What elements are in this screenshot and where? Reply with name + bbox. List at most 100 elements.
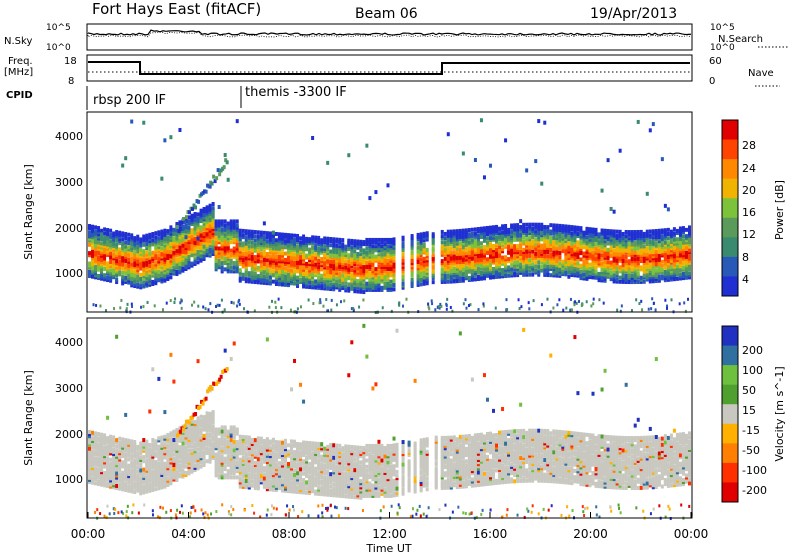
heatmap-cell (277, 278, 281, 283)
heatmap-cell (389, 252, 393, 257)
heatmap-cell (479, 255, 483, 260)
heatmap-cell (335, 281, 339, 286)
heatmap-cell (461, 249, 465, 254)
heatmap-cell (525, 262, 529, 267)
heatmap-cell (624, 277, 628, 282)
heatmap-cell (187, 265, 191, 270)
heatmap-cell (419, 265, 423, 270)
heatmap-cell (256, 230, 260, 235)
heatmap-cell (410, 236, 414, 241)
heatmap-cell (344, 273, 348, 278)
heatmap-cell (103, 231, 107, 236)
heatmap-cell (467, 259, 471, 264)
heatmap-cell (422, 265, 426, 270)
heatmap-cell (684, 254, 688, 259)
heatmap-cell (672, 239, 676, 244)
heatmap-cell (467, 236, 471, 241)
heatmap-cell (392, 262, 396, 267)
heatmap-cell (290, 275, 294, 280)
heatmap-cell (591, 242, 595, 247)
heatmap-cell (452, 279, 456, 284)
heatmap-cell (290, 270, 294, 275)
heatmap-cell (166, 458, 170, 462)
heatmap-cell (603, 241, 607, 246)
heatmap-cell (286, 251, 290, 256)
heatmap-cell (220, 246, 224, 251)
heatmap-cell (320, 250, 324, 255)
heatmap-cell (190, 247, 194, 251)
heatmap-cell (296, 277, 300, 282)
heatmap-cell (419, 271, 423, 276)
heatmap-cell (549, 246, 553, 251)
heatmap-cell (642, 269, 646, 274)
heatmap-cell (296, 307, 299, 311)
heatmap-cell (618, 242, 622, 247)
heatmap-cell (262, 230, 266, 235)
heatmap-cell (359, 239, 363, 244)
heatmap-cell (510, 273, 514, 278)
heatmap-cell (181, 243, 185, 248)
heatmap-cell (359, 262, 363, 267)
heatmap-cell (636, 254, 640, 259)
heatmap-cell (630, 240, 634, 245)
heatmap-cell (220, 298, 223, 302)
heatmap-cell (377, 287, 381, 292)
heatmap-cell (130, 247, 134, 252)
heatmap-cell (410, 277, 414, 282)
heatmap-cell (543, 247, 547, 252)
heatmap-cell (573, 244, 577, 249)
heatmap-cell (359, 243, 363, 248)
heatmap-cell (323, 282, 327, 287)
heatmap-cell (193, 245, 197, 250)
heatmap-cell (645, 262, 649, 267)
heatmap-cell (250, 250, 254, 255)
heatmap-cell (591, 229, 595, 234)
heatmap-cell (293, 233, 297, 238)
heatmap-cell (106, 242, 110, 247)
heatmap-cell (226, 177, 230, 182)
heatmap-cell (344, 288, 348, 293)
heatmap-cell (184, 235, 188, 240)
heatmap-cell (250, 271, 254, 276)
heatmap-cell (286, 239, 290, 244)
heatmap-cell (482, 267, 486, 272)
heatmap-cell (317, 260, 321, 265)
heatmap-cell (422, 260, 426, 265)
heatmap-cell (531, 228, 535, 233)
heatmap-cell (636, 238, 640, 243)
heatmap-cell (519, 258, 523, 263)
heatmap-cell (431, 261, 435, 266)
heatmap-cell (172, 236, 176, 241)
heatmap-cell (392, 241, 396, 246)
heatmap-cell (651, 264, 655, 269)
heatmap-cell (473, 244, 477, 249)
heatmap-cell (443, 256, 447, 261)
heatmap-cell (591, 252, 595, 257)
heatmap-cell (308, 268, 312, 273)
heatmap-cell (94, 256, 98, 261)
heatmap-cell (476, 229, 480, 234)
heatmap-cell (501, 270, 505, 275)
heatmap-cell (371, 258, 375, 263)
heatmap-cell (516, 266, 520, 271)
heatmap-cell (678, 230, 682, 235)
heatmap-cell (133, 281, 137, 286)
heatmap-cell (410, 242, 414, 247)
heatmap-cell (296, 233, 300, 238)
heatmap-cell (570, 235, 574, 240)
heatmap-cell (196, 220, 200, 225)
heatmap-cell (660, 251, 664, 256)
heatmap-cell (482, 251, 486, 256)
heatmap-cell (120, 298, 123, 302)
heatmap-cell (205, 226, 209, 231)
heatmap-cell (103, 273, 107, 278)
heatmap-cell (642, 236, 646, 241)
heatmap-cell (374, 267, 378, 272)
heatmap-cell (446, 233, 450, 238)
heatmap-cell (160, 271, 164, 276)
heatmap-cell (377, 242, 381, 247)
heatmap-cell (401, 252, 405, 257)
heatmap-cell (262, 274, 266, 279)
heatmap-cell (567, 249, 571, 254)
heatmap-cell (235, 248, 239, 253)
